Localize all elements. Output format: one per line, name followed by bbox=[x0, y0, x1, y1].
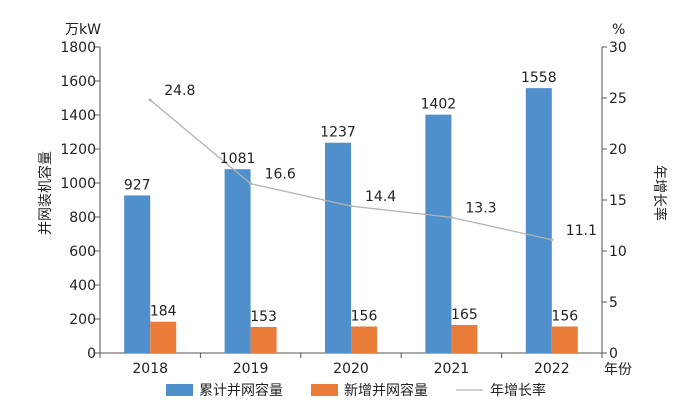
x-tick-label: 2021 bbox=[434, 361, 470, 377]
legend-swatch-new bbox=[311, 384, 338, 396]
y-tick-label: 0 bbox=[87, 346, 96, 362]
axes: 0 200 400 600 800 1000 1200 1400 1600 1800 0 5 10 15 2… bbox=[60, 40, 626, 377]
y2-tick-label: 30 bbox=[609, 40, 627, 56]
legend-label-cumulative: 累计并网容量 bbox=[199, 382, 283, 399]
label-cumulative: 1402 bbox=[421, 97, 457, 113]
y-axis-title: 并网装机容量 bbox=[37, 151, 54, 235]
y-tick-label: 1800 bbox=[60, 40, 96, 56]
bar-new bbox=[451, 324, 478, 353]
x-tick-label: 2018 bbox=[132, 361, 168, 377]
bar-cumulative bbox=[525, 88, 552, 353]
bar-cumulative bbox=[325, 142, 351, 353]
label-growth: 16.6 bbox=[265, 167, 296, 183]
y-tick-label: 400 bbox=[69, 278, 96, 294]
bar-cumulative bbox=[224, 169, 251, 353]
bar-new bbox=[551, 326, 578, 353]
y2-tick-label: 10 bbox=[609, 244, 627, 260]
x-axis-title: 年份 bbox=[604, 362, 632, 378]
legend-label-new: 新增并网容量 bbox=[344, 382, 428, 399]
growth-line bbox=[148, 98, 554, 242]
bar-cumulative bbox=[124, 195, 151, 353]
bar-new bbox=[351, 326, 377, 353]
growth-point bbox=[349, 204, 353, 208]
label-cumulative: 927 bbox=[124, 177, 151, 193]
y2-axis-unit: % bbox=[612, 22, 625, 38]
label-new: 153 bbox=[250, 309, 277, 325]
y2-tick-label: 20 bbox=[609, 142, 627, 158]
y2-tick-label: 0 bbox=[609, 346, 618, 362]
bars bbox=[124, 88, 578, 353]
y-tick-label: 200 bbox=[69, 312, 96, 328]
y2-tick-label: 15 bbox=[609, 193, 627, 209]
bar-new bbox=[250, 326, 277, 353]
label-new: 184 bbox=[150, 304, 177, 320]
label-cumulative: 1558 bbox=[521, 70, 557, 86]
label-new: 156 bbox=[551, 308, 578, 324]
y-tick-label: 800 bbox=[69, 210, 96, 226]
label-cumulative: 1081 bbox=[220, 151, 256, 167]
growth-point bbox=[449, 215, 453, 219]
x-tick-label: 2020 bbox=[333, 361, 369, 377]
label-growth: 24.8 bbox=[164, 83, 195, 99]
growth-point bbox=[550, 238, 554, 242]
y2-axis-title: 年增长率 bbox=[651, 165, 668, 221]
legend-label-growth: 年增长率 bbox=[490, 382, 546, 399]
bar-new bbox=[150, 321, 177, 353]
label-cumulative: 1237 bbox=[320, 125, 356, 141]
label-growth: 14.4 bbox=[365, 189, 396, 205]
y-tick-label: 600 bbox=[69, 244, 96, 260]
y2-tick-label: 25 bbox=[609, 91, 627, 107]
legend: 累计并网容量 新增并网容量 年增长率 bbox=[166, 382, 546, 399]
y-tick-label: 1200 bbox=[60, 142, 96, 158]
y-tick-label: 1400 bbox=[60, 108, 96, 124]
y2-tick-label: 5 bbox=[609, 295, 618, 311]
y-axis-unit: 万kW bbox=[65, 22, 101, 38]
growth-point bbox=[148, 98, 152, 102]
bar-cumulative bbox=[425, 114, 452, 353]
legend-swatch-cumulative bbox=[166, 384, 193, 396]
label-new: 156 bbox=[351, 308, 378, 324]
y-tick-label: 1000 bbox=[60, 176, 96, 192]
growth-point bbox=[249, 182, 253, 186]
x-tick-label: 2019 bbox=[233, 361, 269, 377]
x-tick-label: 2022 bbox=[534, 361, 570, 377]
data-labels: 927 1081 1237 1402 1558 184 153 156 165 156 24.8 16… bbox=[124, 70, 597, 325]
label-growth: 13.3 bbox=[465, 200, 496, 216]
label-growth: 11.1 bbox=[566, 223, 597, 239]
label-new: 165 bbox=[451, 307, 478, 323]
y-tick-label: 1600 bbox=[60, 74, 96, 90]
